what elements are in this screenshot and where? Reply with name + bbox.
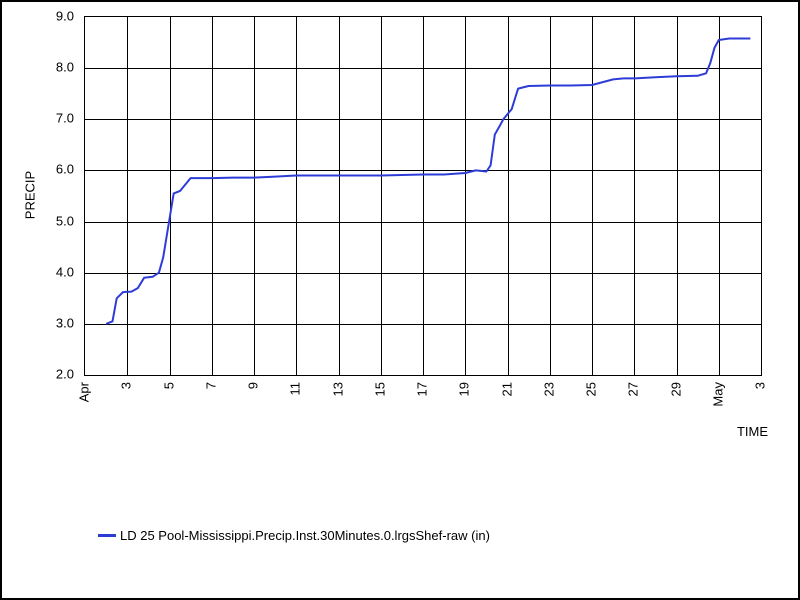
y-tick-label: 5.0 (56, 213, 74, 228)
x-tick-label: 17 (415, 382, 430, 396)
plot-area (84, 16, 762, 376)
x-tick-label: 7 (203, 382, 218, 389)
x-tick-month-label: May (710, 382, 725, 407)
x-tick-label: 15 (372, 382, 387, 396)
y-axis-label: PRECIP (23, 171, 38, 219)
legend: LD 25 Pool-Mississippi.Precip.Inst.30Min… (98, 528, 490, 543)
legend-text: LD 25 Pool-Mississippi.Precip.Inst.30Min… (120, 528, 490, 543)
y-tick-label: 2.0 (56, 367, 74, 382)
chart-frame: PRECIP TIME LD 25 Pool-Mississippi.Preci… (0, 0, 800, 600)
x-tick-label: 25 (584, 382, 599, 396)
x-tick-label: 9 (246, 382, 261, 389)
legend-line-icon (98, 534, 116, 537)
x-tick-label: 3 (119, 382, 134, 389)
x-tick-label: 21 (499, 382, 514, 396)
y-tick-label: 9.0 (56, 9, 74, 24)
x-tick-label: 11 (288, 382, 303, 396)
x-tick-month-label: Apr (77, 382, 92, 402)
x-tick-label: 29 (668, 382, 683, 396)
x-tick-month-label: 3 (753, 382, 768, 389)
x-tick-label: 19 (457, 382, 472, 396)
y-tick-label: 8.0 (56, 60, 74, 75)
y-tick-label: 4.0 (56, 264, 74, 279)
y-tick-label: 3.0 (56, 315, 74, 330)
x-tick-label: 23 (541, 382, 556, 396)
series-line (85, 17, 761, 375)
x-axis-label: TIME (737, 424, 768, 439)
y-tick-label: 6.0 (56, 162, 74, 177)
x-tick-label: 27 (626, 382, 641, 396)
y-tick-label: 7.0 (56, 111, 74, 126)
x-tick-label: 5 (161, 382, 176, 389)
x-tick-label: 13 (330, 382, 345, 396)
